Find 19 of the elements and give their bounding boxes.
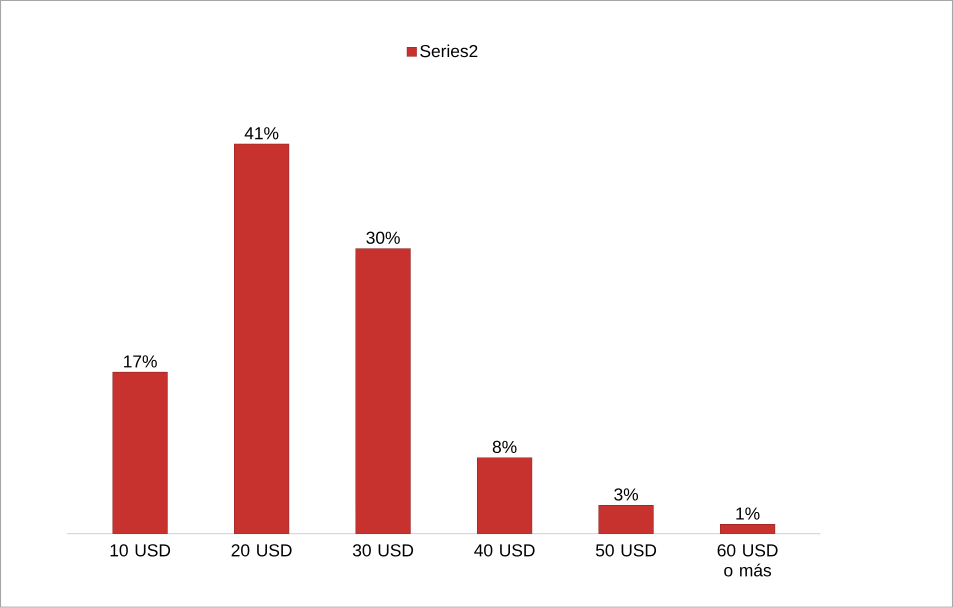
data-label: 30% <box>366 232 400 244</box>
data-label: 8% <box>492 440 517 454</box>
bar <box>234 144 290 534</box>
bar <box>598 505 654 534</box>
data-label: 1% <box>736 508 760 520</box>
x-tick-label: 40 USD <box>474 544 535 557</box>
x-tick-label: 20 USD <box>232 544 292 557</box>
x-tick-label: 10 USD <box>110 544 170 557</box>
data-label: 3% <box>614 488 638 501</box>
bar <box>355 248 411 534</box>
data-label: 41% <box>244 127 278 140</box>
x-tick-label: 30 USD <box>352 544 414 557</box>
data-label: 17% <box>124 356 157 368</box>
x-tick-label: 60 USD o más <box>718 544 778 577</box>
x-tick-label: 50 USD <box>596 544 656 557</box>
legend-label: Series2 <box>420 44 478 58</box>
bar <box>720 524 776 534</box>
bar <box>476 458 532 534</box>
bar <box>112 372 168 534</box>
